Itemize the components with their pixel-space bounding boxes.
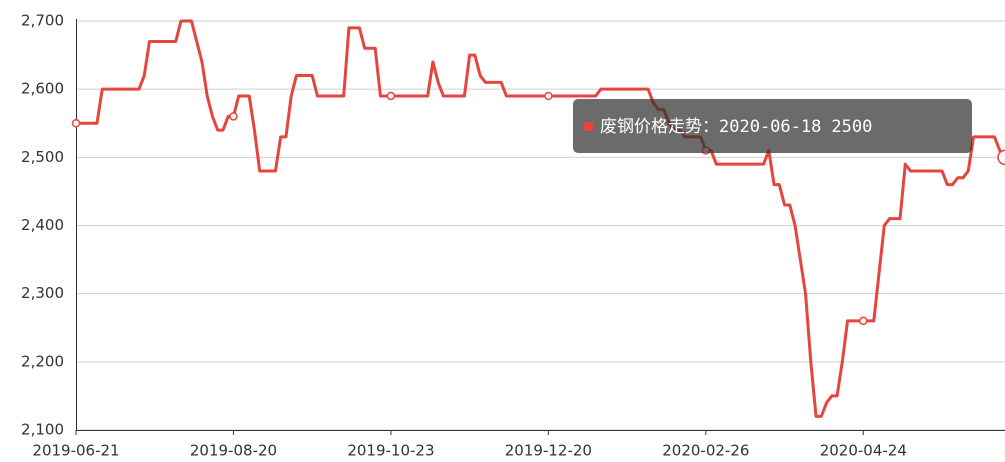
y-tick-label: 2,300 [21, 284, 64, 302]
x-tick-label: 2019-08-20 [190, 442, 277, 460]
y-tick-label: 2,400 [21, 216, 64, 234]
data-point [997, 149, 1005, 166]
y-tick-label: 2,100 [21, 421, 64, 439]
x-tick-label: 2019-12-20 [505, 442, 592, 460]
tooltip-box [573, 99, 972, 153]
data-point [386, 91, 396, 101]
x-tick-label: 2019-06-21 [32, 442, 119, 460]
data-point [229, 112, 238, 121]
tooltip-value: 2500 [831, 117, 872, 137]
data-point [71, 119, 81, 128]
series-line [76, 19, 1005, 418]
data-point [859, 316, 868, 326]
y-tick-label: 2,600 [21, 80, 64, 98]
tooltip: 废钢价格走势：2020-06-18 2500 [573, 99, 972, 153]
x-tick-label: 2020-02-26 [662, 442, 749, 460]
y-tick-label: 2,500 [21, 148, 64, 166]
tooltip-label: 废钢价格走势： [600, 117, 719, 137]
tooltip-marker [584, 122, 593, 131]
tooltip-text: 废钢价格走势：2020-06-18 2500 [600, 117, 872, 137]
x-tick-label: 2020-04-24 [820, 442, 907, 460]
y-tick-label: 2,200 [21, 352, 64, 370]
x-tick-label: 2019-10-23 [347, 442, 434, 460]
data-point [544, 91, 553, 101]
y-tick-label: 2,700 [21, 12, 64, 30]
tooltip-date: 2020-06-18 [719, 117, 821, 137]
